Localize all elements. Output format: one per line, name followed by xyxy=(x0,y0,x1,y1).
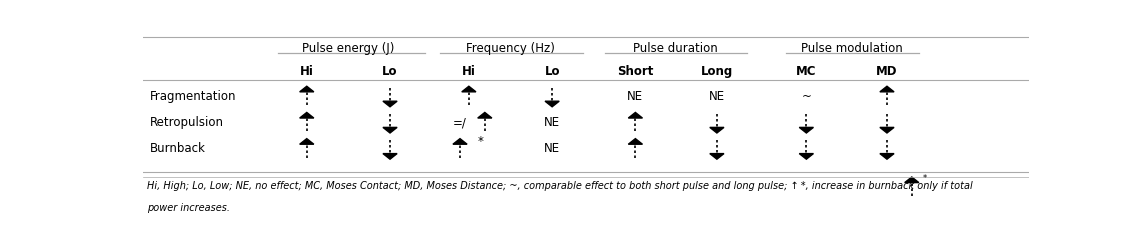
Polygon shape xyxy=(453,139,467,144)
Polygon shape xyxy=(880,127,894,133)
Polygon shape xyxy=(462,86,475,92)
Text: NE: NE xyxy=(709,90,725,103)
Polygon shape xyxy=(629,113,642,118)
Polygon shape xyxy=(710,127,724,133)
Polygon shape xyxy=(629,139,642,144)
Polygon shape xyxy=(478,113,491,118)
Text: Lo: Lo xyxy=(544,65,560,78)
Text: MC: MC xyxy=(797,65,816,78)
Text: ~: ~ xyxy=(801,90,812,103)
Polygon shape xyxy=(545,101,559,107)
Text: Hi: Hi xyxy=(299,65,313,78)
Text: =/: =/ xyxy=(453,116,466,129)
Polygon shape xyxy=(383,101,397,107)
Text: *: * xyxy=(922,174,927,183)
Text: Burnback: Burnback xyxy=(150,142,206,156)
Text: Frequency (Hz): Frequency (Hz) xyxy=(466,42,555,55)
Text: Pulse duration: Pulse duration xyxy=(633,42,718,55)
Text: power increases.: power increases. xyxy=(147,203,230,213)
Text: Pulse energy (J): Pulse energy (J) xyxy=(302,42,394,55)
Polygon shape xyxy=(299,86,314,92)
Polygon shape xyxy=(299,113,314,118)
Polygon shape xyxy=(905,177,919,182)
Text: Lo: Lo xyxy=(382,65,398,78)
Polygon shape xyxy=(880,154,894,159)
Polygon shape xyxy=(383,154,397,159)
Text: NE: NE xyxy=(628,90,644,103)
Text: Fragmentation: Fragmentation xyxy=(150,90,237,103)
Text: Hi: Hi xyxy=(462,65,475,78)
Polygon shape xyxy=(799,127,814,133)
Polygon shape xyxy=(799,154,814,159)
Text: Hi, High; Lo, Low; NE, no effect; MC, Moses Contact; MD, Moses Distance; ~, comp: Hi, High; Lo, Low; NE, no effect; MC, Mo… xyxy=(147,181,973,191)
Text: Pulse modulation: Pulse modulation xyxy=(800,42,903,55)
Polygon shape xyxy=(383,127,397,133)
Polygon shape xyxy=(710,154,724,159)
Text: Short: Short xyxy=(617,65,654,78)
Text: MD: MD xyxy=(877,65,897,78)
Text: NE: NE xyxy=(544,116,560,129)
Polygon shape xyxy=(880,86,894,92)
Text: *: * xyxy=(478,135,483,148)
Polygon shape xyxy=(299,139,314,144)
Text: NE: NE xyxy=(544,142,560,156)
Text: Long: Long xyxy=(701,65,733,78)
Text: Retropulsion: Retropulsion xyxy=(150,116,224,129)
